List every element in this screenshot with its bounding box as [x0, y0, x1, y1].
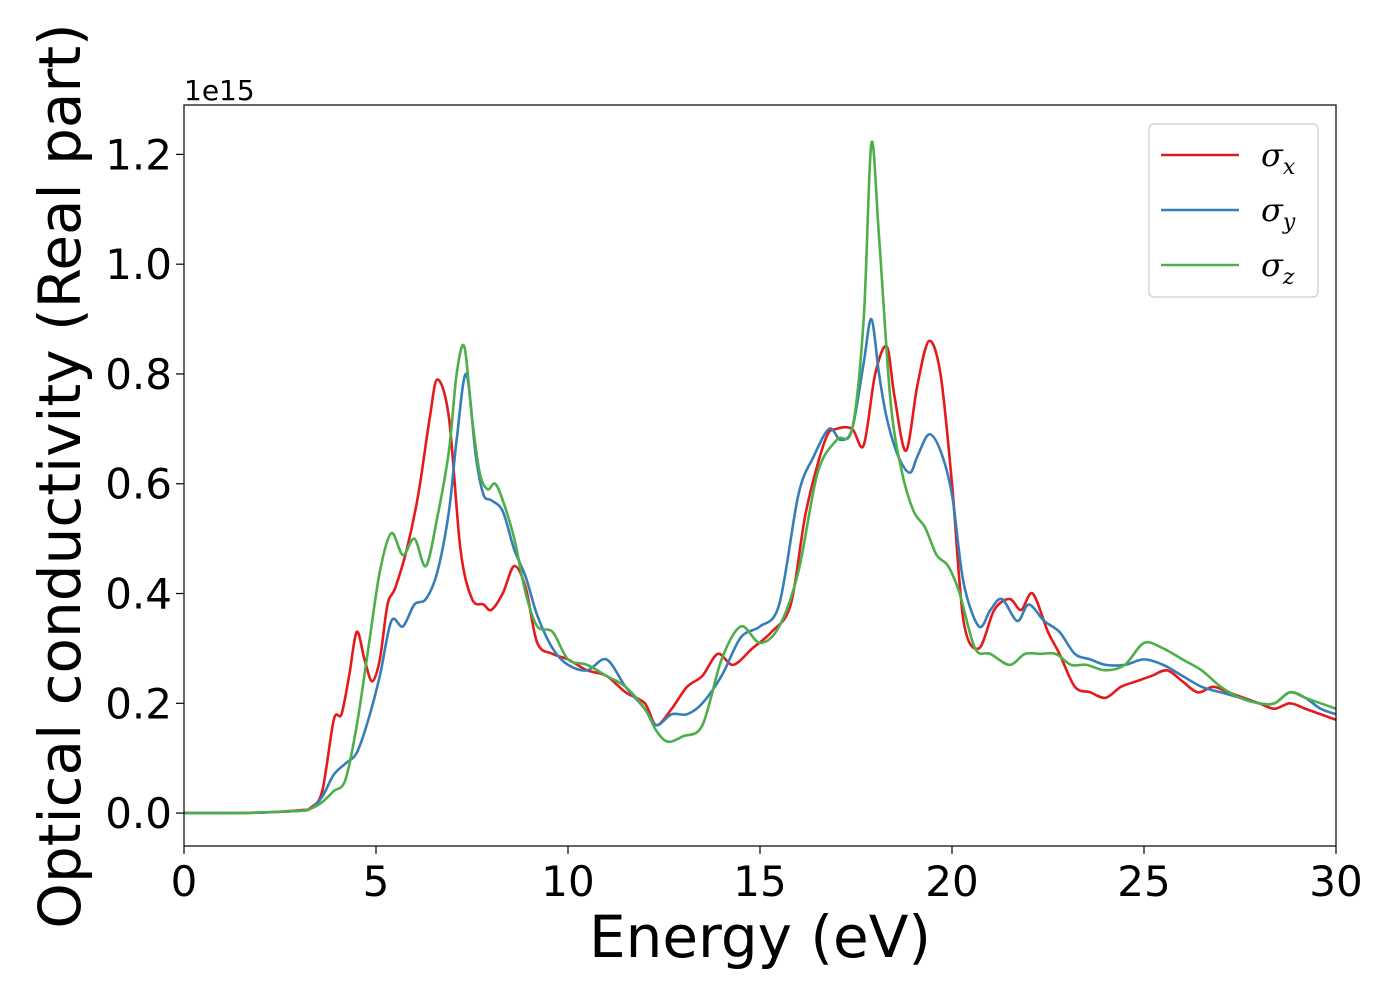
series-line-x [184, 339, 1336, 815]
x-tick-label: 0 [171, 857, 198, 906]
series-line-y [184, 317, 1336, 815]
series-line-z [184, 140, 1336, 815]
x-tick-label: 25 [1117, 857, 1170, 906]
y-tick-label: 1.0 [105, 240, 172, 289]
y-tick-label: 0.8 [105, 350, 172, 399]
y-axis-title: Optical conductivity (Real part) [26, 23, 94, 928]
legend-label-x: σx [1261, 136, 1296, 180]
y-tick-label: 0.4 [105, 570, 172, 619]
x-tick-label: 5 [363, 857, 390, 906]
x-tick-label: 20 [925, 857, 978, 906]
y-axis-ticks: 0.0 0.2 0.4 0.6 0.8 1.0 1.2 [105, 130, 184, 838]
legend: σx σy σz [1148, 123, 1319, 298]
series-layer [184, 140, 1336, 815]
x-tick-label: 10 [541, 857, 594, 906]
x-axis-ticks: 0 5 10 15 20 25 30 [171, 846, 1363, 906]
x-tick-label: 15 [733, 857, 786, 906]
x-axis-title: Energy (eV) [589, 903, 931, 971]
legend-label-z: σz [1261, 246, 1295, 290]
y-tick-label: 0.0 [105, 789, 172, 838]
y-tick-label: 1.2 [105, 130, 172, 179]
legend-label-y: σy [1261, 191, 1296, 235]
y-tick-label: 0.6 [105, 460, 172, 509]
x-tick-label: 30 [1309, 857, 1362, 906]
y-axis-offset-label: 1e15 [184, 74, 255, 107]
y-tick-label: 0.2 [105, 679, 172, 728]
